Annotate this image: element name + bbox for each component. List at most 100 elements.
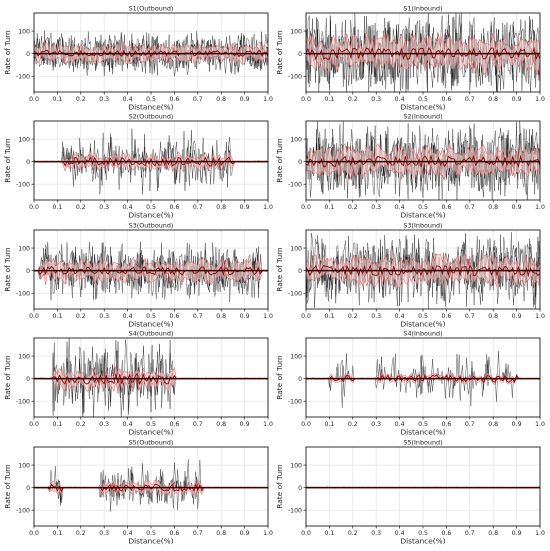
x-tick-label: 0.4 bbox=[123, 313, 133, 320]
x-axis-label: Distance(%) bbox=[400, 103, 445, 112]
x-axis-label: Distance(%) bbox=[400, 537, 445, 546]
x-axis-label: Distance(%) bbox=[400, 320, 445, 329]
x-axis-label: Distance(%) bbox=[128, 537, 173, 546]
y-tick-label: 0 bbox=[26, 159, 30, 166]
x-tick-label: 0.1 bbox=[324, 313, 334, 320]
plot-area bbox=[306, 232, 540, 309]
x-tick-label: 0.8 bbox=[216, 313, 226, 320]
x-tick-label: 0.4 bbox=[395, 530, 405, 537]
x-tick-label: 0.3 bbox=[99, 530, 109, 537]
y-tick-label: 100 bbox=[18, 353, 30, 360]
plot-area bbox=[34, 338, 268, 417]
subplot-5: S3(Outbound) 0.0 0.1 0.2 0.3 0.4 0.5 0.6 0.7 0.8 0… bbox=[3, 222, 273, 329]
x-tick-label: 0.5 bbox=[418, 313, 428, 320]
subplot-title: S3(Inbound) bbox=[403, 222, 442, 230]
x-tick-label: 0.9 bbox=[512, 96, 522, 103]
x-tick-label: 1.0 bbox=[535, 421, 545, 428]
x-tick-label: 0.2 bbox=[76, 96, 86, 103]
y-tick-label: 0 bbox=[26, 268, 30, 275]
y-tick-label: -100 bbox=[288, 290, 302, 297]
x-tick-label: 1.0 bbox=[535, 313, 545, 320]
subplot-title: S4(Inbound) bbox=[403, 330, 442, 338]
subplot-title: S1(Outbound) bbox=[129, 5, 174, 13]
x-tick-label: 0.1 bbox=[52, 204, 62, 211]
x-tick-label: 0.8 bbox=[216, 421, 226, 428]
x-tick-label: 0.0 bbox=[29, 204, 39, 211]
y-axis-label: Rate of Turn bbox=[275, 30, 284, 75]
x-tick-label: 0.0 bbox=[301, 530, 311, 537]
plot-area bbox=[306, 121, 540, 200]
x-tick-label: 0.6 bbox=[169, 96, 179, 103]
x-tick-label: 0.7 bbox=[193, 313, 203, 320]
x-tick-label: 0.6 bbox=[441, 313, 451, 320]
x-tick-label: 0.6 bbox=[441, 204, 451, 211]
y-tick-label: 0 bbox=[298, 485, 302, 492]
x-tick-label: 0.8 bbox=[488, 530, 498, 537]
x-tick-label: 0.1 bbox=[324, 530, 334, 537]
mean-line bbox=[306, 264, 540, 278]
x-tick-label: 1.0 bbox=[535, 530, 545, 537]
x-tick-label: 0.7 bbox=[193, 96, 203, 103]
x-tick-label: 0.7 bbox=[465, 530, 475, 537]
y-tick-label: 0 bbox=[298, 376, 302, 383]
x-tick-label: 1.0 bbox=[535, 96, 545, 103]
x-tick-label: 0.0 bbox=[301, 421, 311, 428]
x-tick-label: 0.5 bbox=[146, 96, 156, 103]
y-axis-label: Rate of Turn bbox=[275, 355, 284, 400]
subplot-title: S2(Outbound) bbox=[129, 113, 174, 121]
x-tick-label: 0.9 bbox=[512, 313, 522, 320]
x-tick-label: 0.2 bbox=[76, 421, 86, 428]
y-tick-label: 100 bbox=[290, 28, 302, 35]
x-tick-label: 1.0 bbox=[263, 421, 273, 428]
y-tick-label: -100 bbox=[288, 398, 302, 405]
x-tick-label: 0.3 bbox=[99, 313, 109, 320]
subplot-1: S1(Outbound) 0.0 0.1 0.2 0.3 0.4 0.5 0.6 0.7 0.8 0… bbox=[3, 5, 273, 112]
y-tick-label: -100 bbox=[288, 507, 302, 514]
x-tick-label: 0.9 bbox=[240, 421, 250, 428]
subplot-title: S4(Outbound) bbox=[129, 330, 174, 338]
subplot-6: S3(Inbound) 0.0 0.1 0.2 0.3 0.4 0.5 0.6 0.7 0.8 0.… bbox=[275, 222, 545, 329]
x-tick-label: 0.2 bbox=[348, 96, 358, 103]
plot-area bbox=[306, 351, 540, 408]
x-tick-label: 0.3 bbox=[99, 204, 109, 211]
y-tick-label: -100 bbox=[288, 181, 302, 188]
x-tick-label: 0.7 bbox=[193, 421, 203, 428]
x-tick-label: 0.8 bbox=[216, 96, 226, 103]
x-tick-label: 0.6 bbox=[441, 96, 451, 103]
x-tick-label: 0.8 bbox=[488, 421, 498, 428]
y-tick-label: -100 bbox=[16, 290, 30, 297]
x-tick-label: 0.2 bbox=[76, 313, 86, 320]
y-axis-label: Rate of Turn bbox=[275, 138, 284, 183]
subplot-7: S4(Outbound) 0.0 0.1 0.2 0.3 0.4 0.5 0.6 0.7 0.8 0… bbox=[3, 330, 273, 437]
y-tick-label: -100 bbox=[16, 398, 30, 405]
x-tick-label: 1.0 bbox=[535, 204, 545, 211]
y-axis-label: Rate of Turn bbox=[3, 355, 12, 400]
x-tick-label: 0.0 bbox=[29, 96, 39, 103]
mean-line bbox=[34, 265, 268, 277]
x-tick-label: 0.5 bbox=[146, 313, 156, 320]
x-tick-label: 0.9 bbox=[240, 530, 250, 537]
x-tick-label: 0.9 bbox=[512, 530, 522, 537]
x-tick-label: 0.7 bbox=[465, 204, 475, 211]
x-tick-label: 0.3 bbox=[371, 204, 381, 211]
x-tick-label: 0.1 bbox=[324, 204, 334, 211]
x-tick-label: 0.4 bbox=[123, 530, 133, 537]
x-tick-label: 0.1 bbox=[52, 313, 62, 320]
x-tick-label: 0.6 bbox=[441, 530, 451, 537]
x-tick-label: 0.9 bbox=[240, 313, 250, 320]
x-tick-label: 1.0 bbox=[263, 313, 273, 320]
x-axis-label: Distance(%) bbox=[128, 103, 173, 112]
x-tick-label: 0.8 bbox=[488, 96, 498, 103]
x-tick-label: 0.1 bbox=[52, 530, 62, 537]
y-tick-label: -100 bbox=[16, 73, 30, 80]
plot-area bbox=[34, 128, 268, 195]
x-tick-label: 0.2 bbox=[348, 530, 358, 537]
x-tick-label: 0.1 bbox=[324, 421, 334, 428]
subplot-4: S2(Inbound) 0.0 0.1 0.2 0.3 0.4 0.5 0.6 0.7 0.8 0.… bbox=[275, 113, 545, 220]
x-tick-label: 0.7 bbox=[193, 204, 203, 211]
x-tick-label: 0.9 bbox=[512, 421, 522, 428]
subplot-title: S1(Inbound) bbox=[403, 5, 442, 13]
x-tick-label: 0.7 bbox=[193, 530, 203, 537]
x-axis-label: Distance(%) bbox=[128, 211, 173, 220]
